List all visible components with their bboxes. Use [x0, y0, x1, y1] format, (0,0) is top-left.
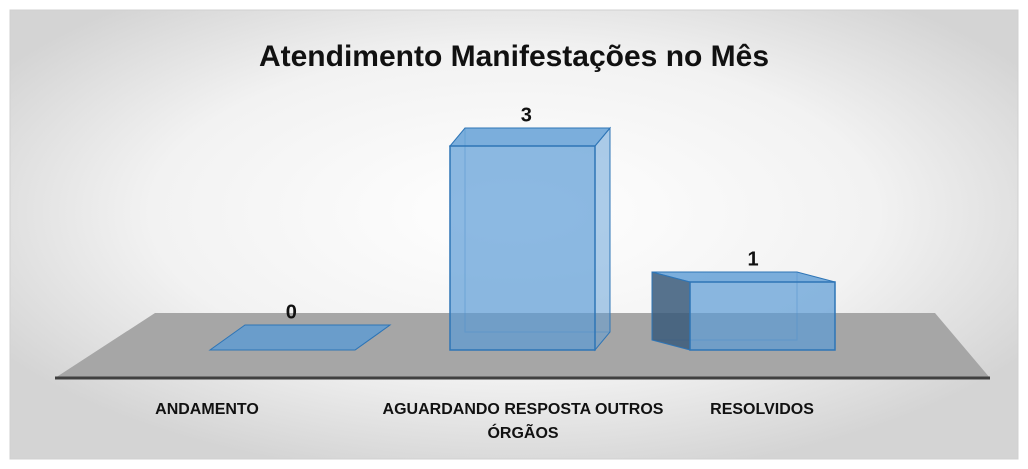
bar-top	[208, 324, 392, 351]
value-label: 3	[521, 104, 532, 126]
bar-side	[651, 271, 691, 351]
bar	[449, 145, 596, 351]
value-label: 0	[286, 301, 297, 323]
value-label: 1	[747, 248, 758, 270]
x-tick-label: AGUARDANDO RESPOSTA OUTROS ÓRGÃOS	[382, 401, 664, 442]
bar-side	[594, 126, 611, 352]
bar	[689, 281, 836, 351]
x-tick-label: RESOLVIDOS	[710, 401, 814, 418]
chart-title: Atendimento Manifestações no Mês	[259, 40, 769, 73]
bar-top	[448, 127, 612, 147]
x-tick-label: ANDAMENTO	[155, 401, 259, 418]
